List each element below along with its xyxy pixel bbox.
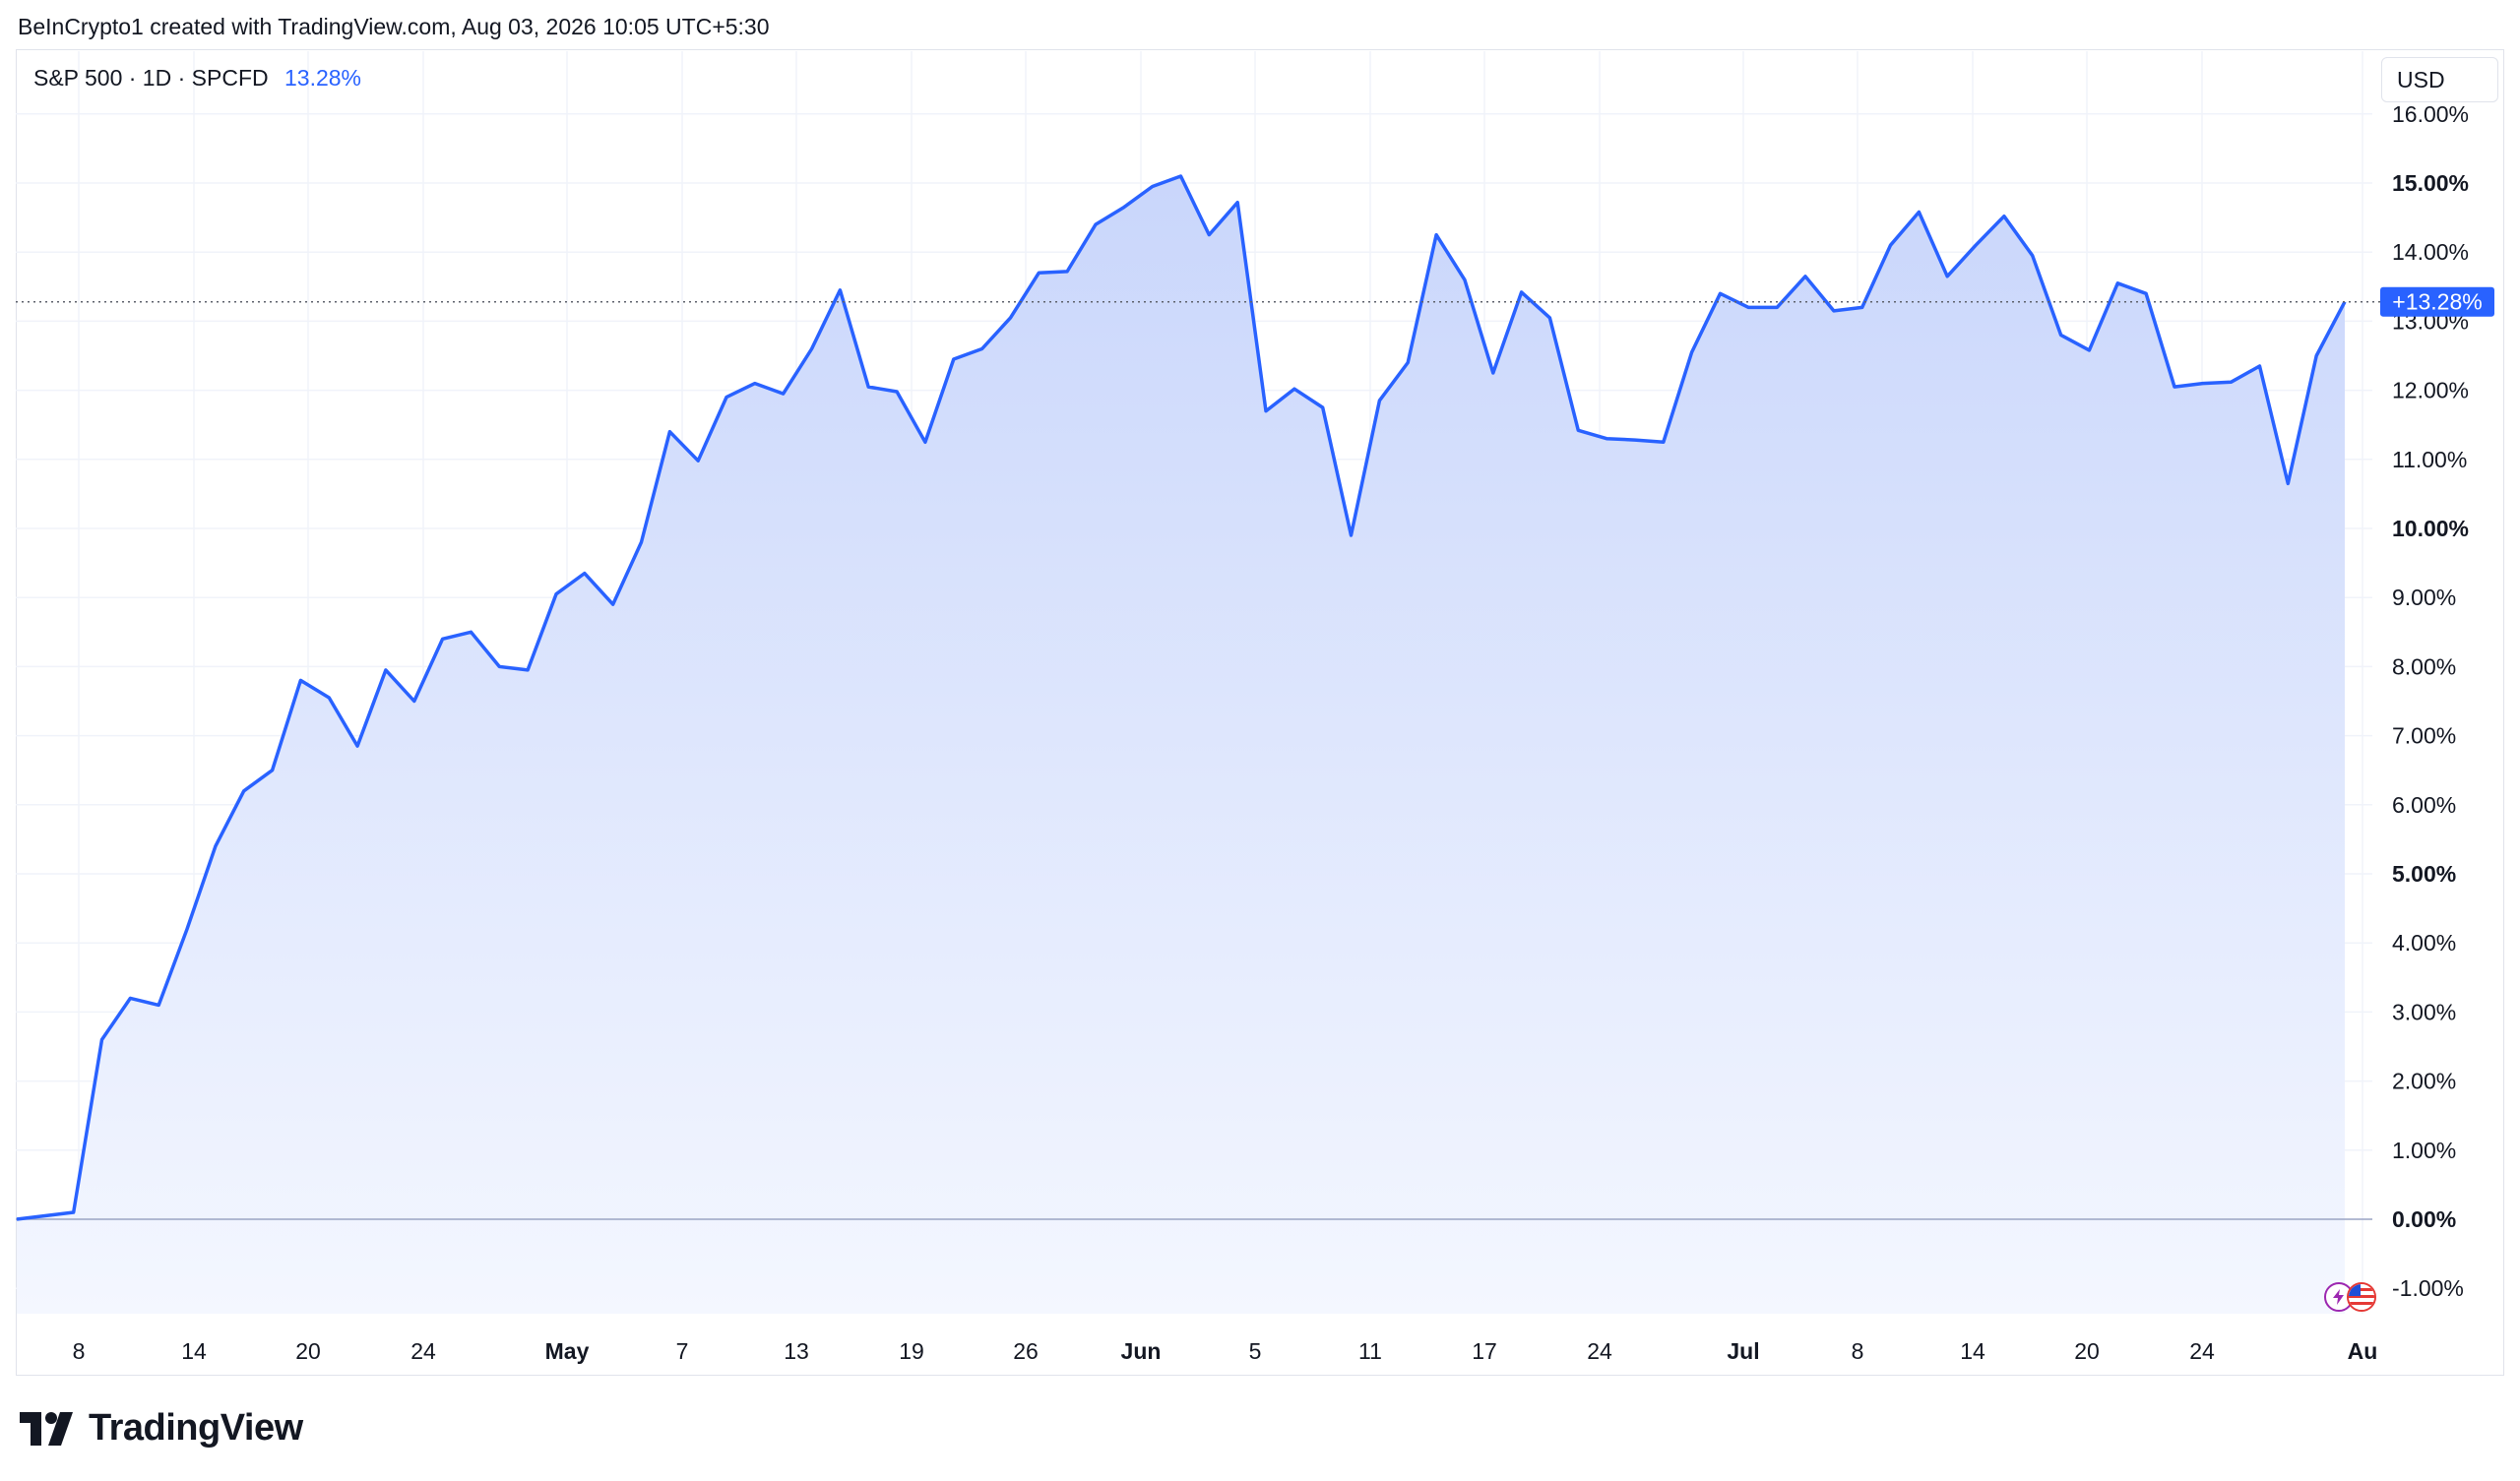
y-tick-label: 9.00% bbox=[2392, 585, 2456, 610]
x-tick-label: 19 bbox=[899, 1338, 924, 1364]
x-tick-label: Jul bbox=[1727, 1338, 1759, 1364]
x-tick-label: 20 bbox=[2074, 1338, 2100, 1364]
area-fill bbox=[16, 176, 2372, 1314]
y-tick-label: 6.00% bbox=[2392, 792, 2456, 818]
tradingview-wordmark: TradingView bbox=[89, 1407, 303, 1449]
y-tick-label: 0.00% bbox=[2392, 1206, 2456, 1232]
x-tick-label: 8 bbox=[1852, 1338, 1864, 1364]
last-price-marker: +13.28% bbox=[16, 286, 2494, 317]
x-tick-label: 24 bbox=[1587, 1338, 1612, 1364]
x-tick-label: 5 bbox=[1249, 1338, 1262, 1364]
series-line-path[interactable] bbox=[16, 174, 2347, 1221]
y-tick-label: 12.00% bbox=[2392, 378, 2469, 403]
x-tick-label: 14 bbox=[181, 1338, 207, 1364]
y-tick-label: 15.00% bbox=[2392, 170, 2469, 196]
chart-frame bbox=[16, 49, 2504, 1376]
x-tick-label: 14 bbox=[1960, 1338, 1985, 1364]
y-tick-label: 10.00% bbox=[2392, 516, 2469, 541]
symbol-label: S&P 500 · 1D · SPCFD bbox=[33, 65, 269, 91]
x-tick-label: 24 bbox=[410, 1338, 436, 1364]
currency-button[interactable]: USD bbox=[2381, 57, 2498, 102]
x-tick-label: May bbox=[545, 1338, 590, 1364]
y-axis: 16.00%15.00%14.00%13.00%12.00%11.00%10.0… bbox=[2392, 101, 2469, 1301]
last-price-label: +13.28% bbox=[2392, 289, 2482, 315]
y-tick-label: 11.00% bbox=[2392, 447, 2467, 472]
y-tick-label: -1.00% bbox=[2392, 1275, 2464, 1301]
chart-credit: BeInCrypto1 created with TradingView.com… bbox=[18, 14, 770, 39]
x-tick-label: 8 bbox=[73, 1338, 86, 1364]
last-price-badge bbox=[2380, 286, 2494, 317]
y-tick-label: 16.00% bbox=[2392, 101, 2469, 127]
symbol-change: 13.28% bbox=[284, 65, 362, 91]
x-tick-label: 13 bbox=[784, 1338, 809, 1364]
x-tick-label: Jun bbox=[1121, 1338, 1162, 1364]
x-axis: 8 14 20 24 May 7 13 19 26 Jun 5 11 17 24 Jul 8 14 20 24 Au bbox=[73, 1338, 2378, 1364]
y-tick-label: 4.00% bbox=[2392, 930, 2456, 956]
series-line bbox=[16, 174, 2347, 1221]
series-area bbox=[17, 176, 2345, 1314]
tradingview-logo-icon bbox=[20, 1411, 73, 1446]
y-tick-label: 8.00% bbox=[2392, 653, 2456, 679]
tradingview-logo: TradingView bbox=[20, 1407, 303, 1450]
y-tick-label: 14.00% bbox=[2392, 239, 2469, 265]
y-tick-label: 7.00% bbox=[2392, 723, 2456, 749]
us-flag-icon[interactable] bbox=[2347, 1282, 2376, 1312]
symbol-legend[interactable]: S&P 500 · 1D · SPCFD 13.28% bbox=[33, 65, 361, 92]
x-tick-label: 26 bbox=[1013, 1338, 1039, 1364]
x-tick-label: 7 bbox=[676, 1338, 689, 1364]
y-tick-label: 3.00% bbox=[2392, 999, 2456, 1024]
x-tick-label: 20 bbox=[295, 1338, 321, 1364]
x-tick-label: 17 bbox=[1472, 1338, 1497, 1364]
y-tick-label: 5.00% bbox=[2392, 861, 2456, 887]
y-tick-label: 1.00% bbox=[2392, 1138, 2456, 1163]
x-tick-label: 11 bbox=[1358, 1338, 1382, 1364]
x-tick-label: Au bbox=[2348, 1338, 2378, 1364]
x-tick-label: 24 bbox=[2189, 1338, 2215, 1364]
y-tick-label: 2.00% bbox=[2392, 1069, 2456, 1094]
